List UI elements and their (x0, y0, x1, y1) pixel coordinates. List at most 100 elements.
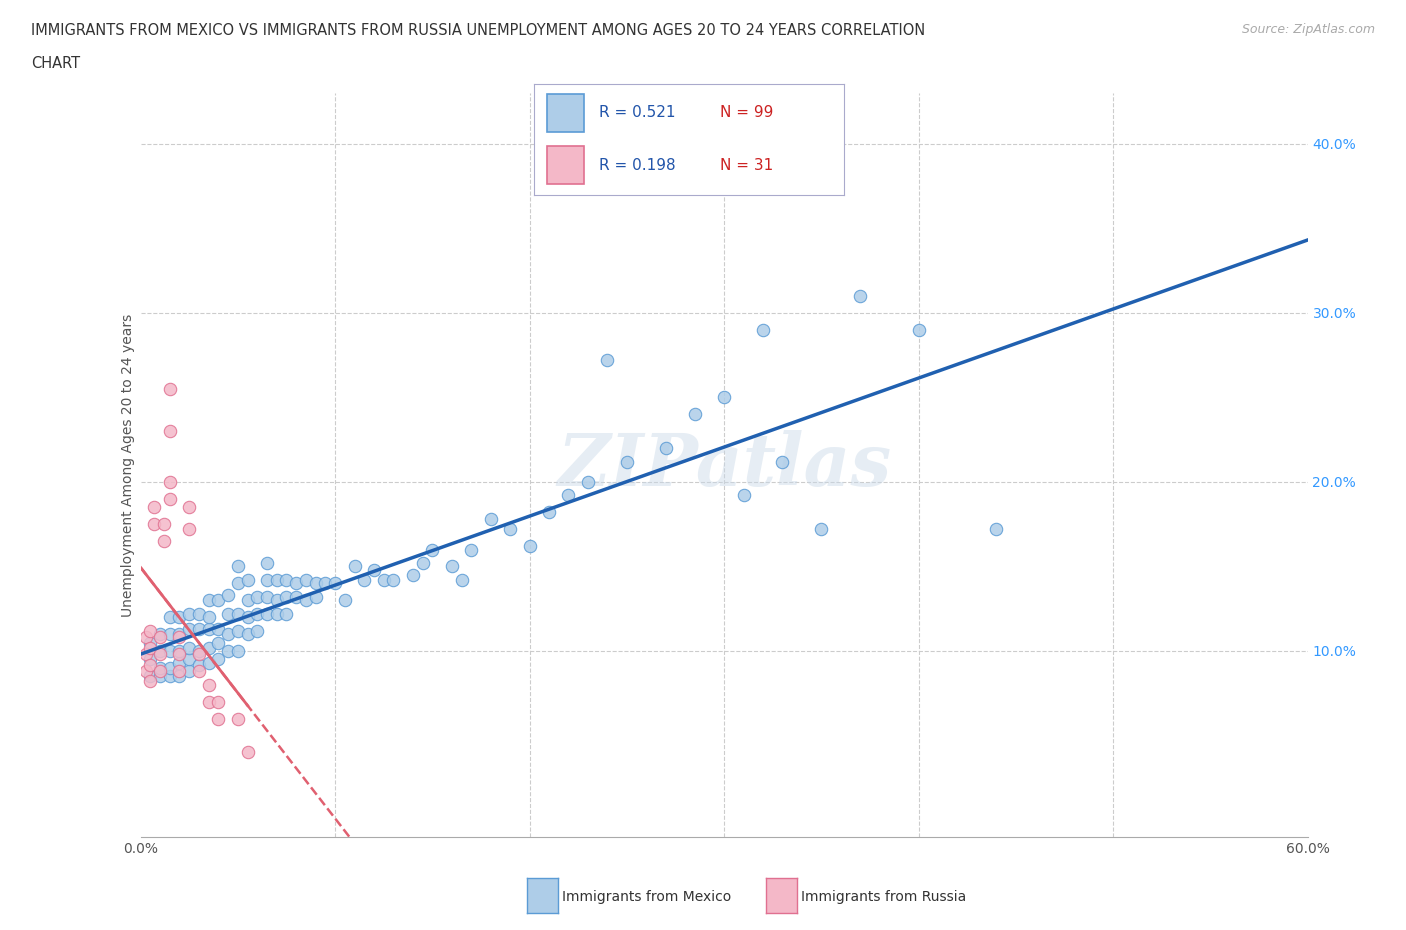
Point (197, 656, 219, 671)
Point (139, 669, 162, 684)
Text: Immigrants from Mexico: Immigrants from Mexico (562, 890, 731, 905)
Point (226, 606, 249, 621)
Point (323, 576, 346, 591)
Point (149, 669, 172, 684)
Point (519, 538, 541, 553)
Point (143, 499, 166, 514)
Bar (547, 94, 583, 132)
Point (149, 647, 172, 662)
Point (333, 592, 356, 607)
Point (207, 592, 229, 607)
Text: CHART: CHART (31, 56, 80, 71)
Point (187, 658, 211, 672)
Point (169, 644, 191, 658)
Point (187, 621, 211, 636)
Text: ZIPatlas: ZIPatlas (557, 430, 891, 500)
Point (135, 664, 157, 679)
Point (266, 573, 288, 588)
Point (139, 635, 162, 650)
Point (159, 644, 181, 658)
Point (412, 555, 434, 570)
Text: Source: ZipAtlas.com: Source: ZipAtlas.com (1241, 23, 1375, 36)
Point (207, 695, 229, 710)
Point (226, 623, 249, 638)
Point (596, 352, 619, 367)
Point (149, 644, 172, 658)
Point (169, 656, 191, 671)
Text: IMMIGRANTS FROM MEXICO VS IMMIGRANTS FROM RUSSIA UNEMPLOYMENT AMONG AGES 20 TO 2: IMMIGRANTS FROM MEXICO VS IMMIGRANTS FRO… (31, 23, 925, 38)
Point (295, 573, 318, 588)
Point (159, 381, 181, 396)
Point (197, 592, 219, 607)
Point (256, 573, 278, 588)
Point (159, 610, 181, 625)
Point (276, 573, 298, 588)
Point (149, 627, 172, 642)
Point (226, 559, 249, 574)
Point (197, 621, 219, 636)
Point (285, 590, 308, 604)
Point (139, 674, 162, 689)
Point (450, 573, 472, 588)
Point (236, 592, 259, 607)
Point (236, 573, 259, 588)
Text: R = 0.198: R = 0.198 (599, 158, 676, 173)
Point (402, 567, 425, 582)
Point (460, 542, 482, 557)
Point (373, 573, 395, 588)
Point (217, 606, 239, 621)
Point (810, 522, 832, 537)
Y-axis label: Unemployment Among Ages 20 to 24 years: Unemployment Among Ages 20 to 24 years (121, 313, 135, 617)
Point (256, 606, 278, 621)
Point (179, 621, 201, 636)
Point (285, 576, 308, 591)
Point (169, 647, 191, 662)
Point (226, 576, 249, 591)
Point (159, 424, 181, 439)
Point (295, 592, 318, 607)
Point (197, 677, 219, 692)
Point (149, 630, 172, 644)
Point (207, 621, 229, 636)
Point (266, 606, 288, 621)
Point (135, 630, 157, 644)
Point (169, 630, 191, 644)
Point (159, 660, 181, 675)
Point (440, 559, 463, 574)
Point (159, 491, 181, 506)
Point (236, 745, 259, 760)
Point (246, 590, 269, 604)
Point (169, 664, 191, 679)
Point (197, 640, 219, 655)
Point (207, 652, 229, 667)
Point (159, 474, 181, 489)
Text: N = 31: N = 31 (720, 158, 773, 173)
Point (343, 559, 366, 574)
Point (479, 512, 502, 526)
Point (752, 323, 775, 338)
Point (236, 610, 259, 625)
Point (733, 488, 755, 503)
Point (149, 664, 172, 679)
Point (187, 644, 211, 658)
Point (169, 627, 191, 642)
Point (217, 588, 239, 603)
Point (135, 647, 157, 662)
Point (217, 627, 239, 642)
Bar (547, 146, 583, 184)
Point (772, 454, 794, 469)
Text: N = 99: N = 99 (720, 105, 773, 120)
Point (256, 590, 278, 604)
Point (159, 669, 181, 684)
Point (422, 542, 444, 557)
Point (207, 635, 229, 650)
Point (713, 390, 735, 405)
Point (655, 441, 678, 456)
Point (246, 606, 269, 621)
Point (226, 711, 249, 726)
Point (382, 573, 405, 588)
Point (217, 644, 239, 658)
Point (314, 576, 336, 591)
Point (683, 406, 706, 421)
Text: R = 0.521: R = 0.521 (599, 105, 676, 120)
